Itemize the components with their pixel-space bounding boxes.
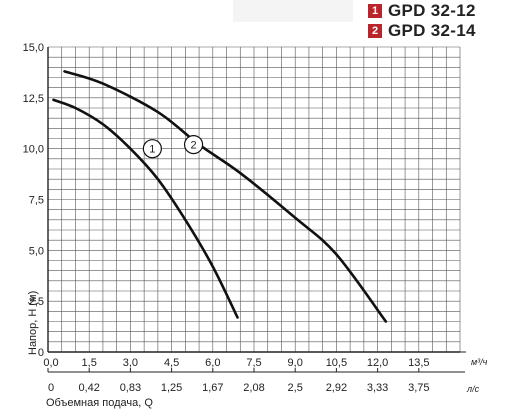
x-axis-unit: м³/ч [471,357,488,367]
grid [47,46,461,353]
x2-tick-label: 2,5 [288,382,303,394]
x-tick-label: 9,0 [288,357,303,369]
y-tick-label: 15,0 [23,42,44,54]
x-tick-label: 12,0 [367,357,388,369]
x2-axis-unit: л/с [466,384,480,394]
x2-tick-label: 2,08 [243,382,264,394]
x2-tick-label: 0,42 [78,382,99,394]
legend-item-2: 2 GPD 32-14 [368,21,476,40]
x-tick-label: 0,0 [43,357,58,369]
tick-labels: 02,55,07,510,012,515,00,0 1,5 3,0 4,5 6,0 7,5… [23,42,430,394]
y-axis-title: Напор, Н (м) [27,291,39,355]
x2-tick-label: 2,92 [326,382,347,394]
series-line-2 [63,70,388,323]
y-tick-label: 5,0 [29,245,44,257]
x2-tick-label: 3,33 [367,382,388,394]
x2-tick-label: 0,83 [120,382,141,394]
x-tick-label: 1,5 [82,357,97,369]
y-tick-label: 7,5 [29,195,44,207]
y-tick-label: 10,0 [23,144,44,156]
axes [47,47,466,373]
x-tick-label: 3,0 [123,357,138,369]
legend-item-1: 1 GPD 32-12 [368,1,476,20]
x-tick-label: 4,5 [164,357,179,369]
x-tick-label: 7,5 [246,357,261,369]
y-tick-label: 12,5 [23,93,44,105]
x-tick-label: 6,0 [205,357,220,369]
x2-tick-label: 3,75 [408,382,429,394]
series-line-1 [52,98,239,319]
y-tick-label: 0 [38,347,44,359]
series-marker-2 [183,135,204,155]
x2-tick-label: 1,67 [202,382,223,394]
x2-axis-title: Объемная подача, Q [46,397,153,409]
series-marker-1 [142,139,162,159]
legend-number-1: 1 [368,4,382,18]
series-marker-label-2: 2 [191,140,197,152]
legend-number-2: 2 [368,24,382,38]
legend-label-1: GPD 32-12 [388,1,476,20]
y-tick-label: 2,5 [29,296,44,308]
x2-tick-label: 0 [48,382,54,394]
x2-tick-label: 1,25 [161,382,182,394]
x-tick-label: 13,5 [408,357,429,369]
series-marker-label-1: 1 [149,144,155,156]
legend-label-2: GPD 32-14 [388,21,476,40]
header-band [233,0,353,22]
x-tick-label: 10,5 [326,357,347,369]
